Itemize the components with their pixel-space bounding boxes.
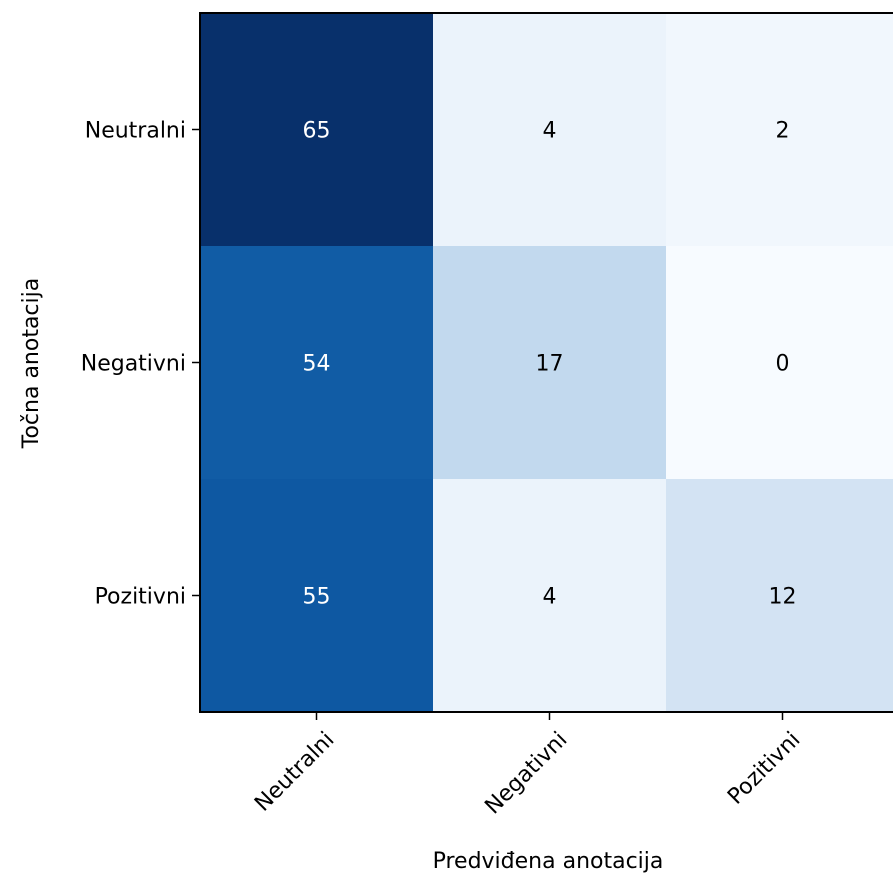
y-tick-label-neutralni: Neutralni <box>85 119 186 144</box>
cell-value-label: 54 <box>303 352 331 377</box>
y-tick-label-pozitivni: Pozitivni <box>95 585 186 610</box>
heatmap-cell-neutralni-neutralni <box>200 13 433 246</box>
cell-value-label: 12 <box>769 585 797 610</box>
heatmap-cells: 65 4 2 54 17 0 55 4 12 <box>200 13 893 712</box>
x-tick-label-pozitivni: Pozitivni <box>723 727 805 809</box>
cell-value-label: 0 <box>776 352 790 377</box>
heatmap-cell-negativni-negativni <box>433 246 666 479</box>
heatmap-cell-negativni-neutralni <box>200 246 433 479</box>
x-tick-label-negativni: Negativni <box>480 727 572 819</box>
cell-value-label: 65 <box>303 119 331 144</box>
y-axis-ticks: Neutralni Negativni Pozitivni <box>81 119 200 610</box>
heatmap-cell-pozitivni-negativni <box>433 479 666 712</box>
heatmap-cell-neutralni-pozitivni <box>666 13 893 246</box>
y-axis-label: Točna anotacija <box>19 278 44 449</box>
x-axis-ticks: Neutralni Negativni Pozitivni <box>250 712 805 819</box>
cell-value-label: 55 <box>303 585 331 610</box>
x-axis-label: Predviđena anotacija <box>433 849 664 874</box>
y-tick-label-negativni: Negativni <box>81 352 186 377</box>
cell-value-label: 4 <box>543 119 557 144</box>
cell-value-label: 4 <box>543 585 557 610</box>
heatmap-cell-pozitivni-pozitivni <box>666 479 893 712</box>
heatmap-cell-neutralni-negativni <box>433 13 666 246</box>
heatmap-cell-negativni-pozitivni <box>666 246 893 479</box>
heatmap-cell-pozitivni-neutralni <box>200 479 433 712</box>
cell-value-label: 2 <box>776 119 790 144</box>
cell-value-label: 17 <box>536 352 564 377</box>
x-tick-label-neutralni: Neutralni <box>250 727 339 816</box>
